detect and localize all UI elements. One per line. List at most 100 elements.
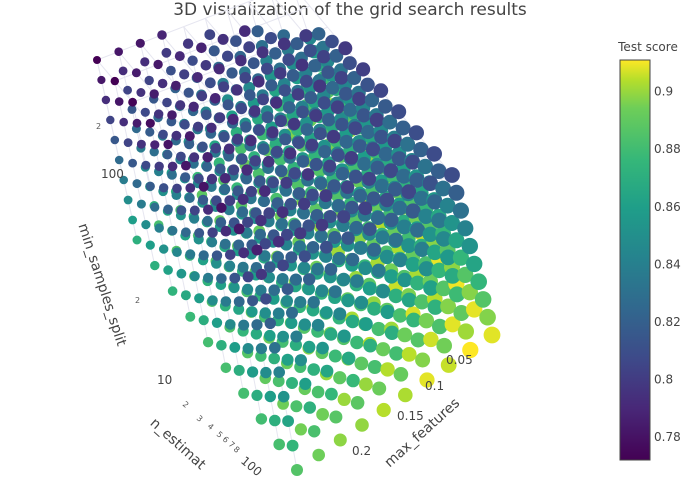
data-point xyxy=(261,62,273,75)
data-point xyxy=(136,199,146,209)
data-point xyxy=(266,126,279,139)
colorbar-tick-label: 0.88 xyxy=(654,142,681,156)
data-point xyxy=(358,201,373,216)
data-point xyxy=(310,209,324,222)
data-point xyxy=(286,306,298,319)
data-point xyxy=(93,56,101,64)
data-point xyxy=(376,284,391,299)
data-point xyxy=(219,183,231,195)
data-point xyxy=(297,207,311,220)
data-point xyxy=(384,325,400,340)
data-point xyxy=(206,173,218,185)
chart-title: 3D visualization of the grid search resu… xyxy=(173,0,527,20)
data-point xyxy=(258,195,271,208)
grid-line xyxy=(114,5,310,82)
data-point xyxy=(401,238,417,254)
data-point xyxy=(101,95,111,105)
data-point xyxy=(158,129,168,140)
data-point xyxy=(215,163,226,175)
data-point xyxy=(435,231,452,247)
colorbar-tick-label: 0.8 xyxy=(654,372,673,386)
data-point xyxy=(114,47,123,56)
data-point xyxy=(273,366,286,379)
data-point xyxy=(184,139,195,150)
data-point xyxy=(181,227,191,238)
data-point xyxy=(333,307,347,321)
data-point xyxy=(461,237,478,255)
data-point xyxy=(410,275,426,291)
data-point xyxy=(276,273,289,285)
data-point xyxy=(271,145,283,158)
data-point xyxy=(232,185,244,197)
data-point xyxy=(307,296,320,309)
data-point xyxy=(354,241,368,255)
data-point xyxy=(163,204,173,215)
colorbar-title: Test score xyxy=(617,40,678,54)
data-point xyxy=(328,285,342,299)
data-point xyxy=(286,439,299,452)
data-point xyxy=(237,206,249,218)
data-point xyxy=(400,136,416,152)
data-point xyxy=(440,357,457,373)
data-point xyxy=(345,314,360,329)
data-point xyxy=(284,147,297,160)
grid-line xyxy=(132,102,174,292)
data-point xyxy=(260,293,272,305)
data-point xyxy=(304,91,318,105)
data-point xyxy=(223,143,235,155)
data-point xyxy=(466,255,483,273)
data-point xyxy=(188,101,199,112)
data-point xyxy=(259,307,271,319)
data-point xyxy=(444,268,461,284)
data-point xyxy=(184,193,195,203)
data-point xyxy=(237,261,249,273)
data-point xyxy=(432,318,448,335)
data-point xyxy=(240,173,253,185)
colorbar-tick-label: 0.78 xyxy=(654,430,681,444)
data-point xyxy=(317,50,331,64)
data-point xyxy=(332,199,346,213)
data-point xyxy=(345,252,360,267)
data-point xyxy=(435,280,452,297)
data-point xyxy=(352,139,367,154)
data-point xyxy=(372,381,387,396)
data-point xyxy=(238,387,250,399)
data-point xyxy=(331,148,345,162)
data-point xyxy=(405,256,421,272)
data-point xyxy=(264,390,276,403)
data-point xyxy=(316,408,329,421)
data-point xyxy=(220,225,232,237)
y-tick-label: 8 xyxy=(232,445,242,455)
data-point xyxy=(284,197,297,211)
data-point xyxy=(276,206,289,219)
data-point xyxy=(239,25,251,37)
data-point xyxy=(271,197,284,210)
data-point xyxy=(154,109,164,119)
data-point xyxy=(325,81,340,95)
data-point xyxy=(241,164,253,176)
data-point xyxy=(277,37,291,51)
data-point xyxy=(167,110,177,120)
data-point xyxy=(245,185,257,198)
data-point xyxy=(350,335,364,350)
data-point xyxy=(261,111,274,124)
data-point xyxy=(322,113,336,127)
data-point xyxy=(213,63,225,75)
data-point xyxy=(298,197,311,211)
data-point xyxy=(250,328,263,340)
data-point xyxy=(274,67,287,80)
data-point xyxy=(174,51,185,62)
data-point xyxy=(281,228,293,241)
data-point xyxy=(289,273,302,286)
data-point xyxy=(123,85,132,95)
data-point xyxy=(114,155,124,165)
x-axis-label: max_features xyxy=(382,395,464,471)
data-point xyxy=(324,327,338,341)
data-point xyxy=(440,249,456,266)
data-point xyxy=(293,187,306,200)
data-point xyxy=(193,121,204,132)
data-point xyxy=(145,240,155,250)
data-point xyxy=(159,244,169,254)
data-point xyxy=(262,155,275,168)
